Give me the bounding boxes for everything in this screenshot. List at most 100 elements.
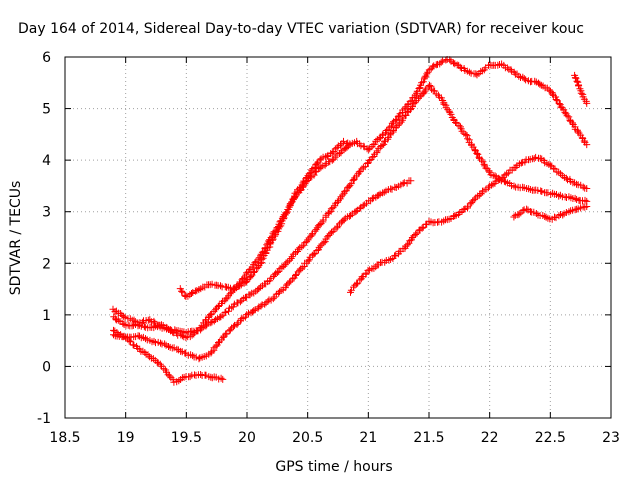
data-point	[513, 167, 515, 169]
data-point	[112, 316, 115, 319]
data-point	[234, 324, 236, 326]
y-tick-label: 4	[42, 153, 51, 169]
data-point	[573, 208, 576, 210]
y-tick-label: 3	[42, 205, 51, 221]
data-point	[185, 352, 188, 355]
data-point	[464, 133, 467, 136]
data-point	[379, 192, 382, 195]
data-point	[294, 252, 297, 254]
data-point	[306, 259, 309, 262]
data-point	[549, 218, 552, 221]
x-tick-label: 21.5	[413, 430, 444, 446]
series-markers	[109, 82, 591, 337]
data-point	[488, 185, 491, 187]
series-markers	[571, 71, 591, 107]
data-point	[246, 280, 248, 283]
data-point	[403, 115, 406, 118]
data-point	[452, 216, 455, 218]
data-point	[137, 347, 139, 350]
data-point	[185, 296, 188, 298]
data-point	[549, 164, 552, 167]
data-point	[282, 218, 285, 221]
x-axis-label: GPS time / hours	[275, 459, 392, 475]
data-point	[246, 314, 248, 316]
data-point	[270, 236, 273, 239]
data-point	[355, 141, 358, 143]
data-point	[149, 326, 151, 329]
data-point	[319, 223, 321, 226]
data-point	[501, 177, 503, 179]
series-pass-6	[347, 153, 591, 296]
data-point	[410, 179, 412, 182]
series-pass-5	[176, 137, 354, 300]
data-point	[464, 208, 467, 210]
data-point	[488, 63, 491, 66]
data-point	[319, 159, 321, 161]
series-layer	[109, 56, 591, 386]
data-point	[476, 74, 479, 76]
x-tick-label: 19	[117, 430, 135, 446]
data-point	[149, 339, 151, 342]
data-point	[112, 334, 115, 337]
data-point	[343, 192, 345, 195]
series-pass-2	[110, 177, 415, 363]
data-point	[137, 324, 139, 326]
data-point	[367, 200, 370, 203]
series-pass-7	[510, 203, 591, 223]
data-point	[585, 200, 588, 203]
data-point	[173, 381, 175, 383]
data-point	[403, 107, 406, 110]
data-point	[367, 270, 370, 272]
data-point	[416, 100, 418, 102]
data-point	[221, 314, 224, 316]
data-point	[270, 277, 273, 280]
y-tick-label: 6	[42, 50, 51, 66]
data-point	[403, 247, 406, 249]
data-point	[428, 84, 430, 87]
data-point	[343, 141, 345, 143]
series-markers	[347, 153, 591, 296]
data-point	[221, 285, 224, 288]
data-point	[585, 102, 588, 105]
data-point	[197, 288, 200, 290]
data-point	[573, 182, 576, 185]
data-point	[112, 329, 115, 332]
data-point	[209, 352, 212, 355]
data-point	[355, 174, 358, 177]
data-point	[403, 182, 406, 185]
data-point	[488, 172, 491, 174]
data-point	[416, 92, 418, 94]
data-point	[343, 218, 345, 221]
series-pass-4	[110, 56, 591, 341]
data-point	[391, 257, 394, 259]
data-point	[391, 187, 394, 190]
data-point	[513, 185, 515, 187]
data-point	[258, 265, 260, 267]
data-point	[561, 213, 564, 216]
data-point	[258, 257, 260, 259]
x-tick-label: 22	[481, 430, 499, 446]
data-point	[258, 306, 260, 308]
x-tick-label: 18.5	[49, 430, 80, 446]
data-point	[331, 208, 333, 210]
data-point	[173, 347, 175, 350]
data-point	[513, 216, 515, 218]
data-point	[221, 337, 224, 339]
data-point	[440, 221, 442, 223]
data-point	[331, 159, 333, 161]
data-point	[221, 378, 224, 381]
data-point	[476, 195, 479, 198]
data-point	[367, 161, 370, 164]
data-point	[306, 239, 309, 241]
data-point	[549, 192, 552, 195]
data-point	[585, 143, 588, 146]
data-point	[209, 375, 212, 378]
data-point	[161, 324, 163, 326]
y-tick-label: 5	[42, 102, 51, 118]
data-point	[294, 275, 297, 277]
data-point	[579, 89, 582, 92]
data-point	[379, 136, 382, 138]
data-point	[319, 247, 321, 249]
